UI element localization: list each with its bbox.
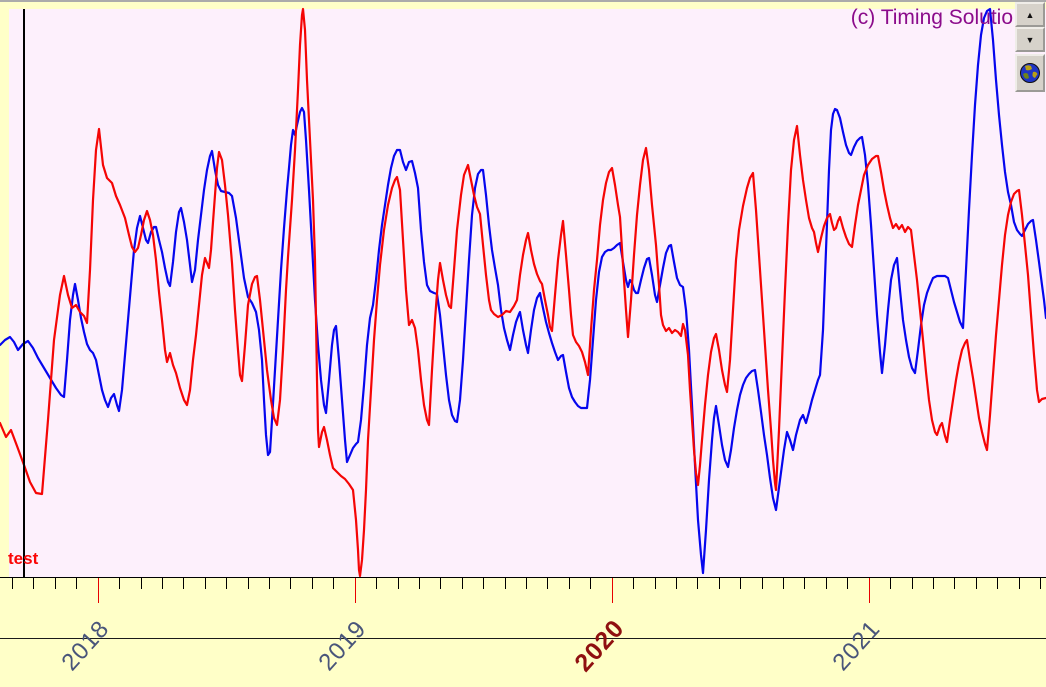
month-tick	[290, 578, 291, 589]
copyright-watermark: (c) Timing Solutio	[850, 6, 1013, 29]
month-tick	[1019, 578, 1020, 589]
y-axis-line	[23, 9, 25, 577]
month-tick	[376, 578, 377, 589]
month-tick	[419, 578, 420, 589]
month-tick	[976, 578, 977, 589]
month-tick	[954, 578, 955, 589]
month-tick	[826, 578, 827, 589]
month-tick	[719, 578, 720, 589]
month-tick	[697, 578, 698, 589]
scroll-down-button[interactable]: ▼	[1015, 27, 1045, 52]
month-tick	[483, 578, 484, 589]
scroll-up-button[interactable]: ▲	[1015, 2, 1045, 27]
month-tick	[312, 578, 313, 589]
year-tick	[869, 578, 870, 603]
window-top-edge	[0, 0, 1046, 2]
month-tick	[740, 578, 741, 589]
month-tick	[526, 578, 527, 589]
month-tick	[33, 578, 34, 589]
month-tick	[12, 578, 13, 589]
up-arrow-icon: ▲	[1025, 9, 1035, 20]
month-tick	[890, 578, 891, 589]
month-tick	[76, 578, 77, 589]
axis-horizontal-line	[0, 638, 1046, 639]
month-tick	[804, 578, 805, 589]
year-tick	[98, 578, 99, 603]
year-tick	[612, 578, 613, 603]
month-tick	[676, 578, 677, 589]
series-label-test: test	[8, 549, 39, 568]
month-tick	[997, 578, 998, 589]
month-tick	[333, 578, 334, 589]
month-tick	[226, 578, 227, 589]
month-tick	[398, 578, 399, 589]
month-tick	[462, 578, 463, 589]
month-tick	[655, 578, 656, 589]
left-margin-strip	[0, 9, 9, 577]
chart-scroll-controls: ▲ ▼	[1015, 2, 1045, 92]
plot-area	[9, 9, 1046, 577]
month-tick	[248, 578, 249, 589]
month-tick	[847, 578, 848, 589]
month-tick	[205, 578, 206, 589]
month-tick	[783, 578, 784, 589]
month-tick	[547, 578, 548, 589]
month-tick	[162, 578, 163, 589]
month-tick	[762, 578, 763, 589]
month-tick	[119, 578, 120, 589]
month-tick	[633, 578, 634, 589]
year-tick	[355, 578, 356, 603]
globe-icon	[1020, 63, 1040, 83]
month-tick	[183, 578, 184, 589]
month-tick	[1040, 578, 1041, 589]
month-tick	[440, 578, 441, 589]
month-tick	[269, 578, 270, 589]
month-tick	[590, 578, 591, 589]
time-axis-band	[0, 577, 1046, 687]
month-tick	[569, 578, 570, 589]
month-tick	[141, 578, 142, 589]
month-tick	[912, 578, 913, 589]
top-margin-strip	[0, 2, 1046, 9]
down-arrow-icon: ▼	[1025, 34, 1035, 45]
month-tick	[933, 578, 934, 589]
month-tick	[55, 578, 56, 589]
month-tick	[505, 578, 506, 589]
globe-button[interactable]	[1015, 54, 1045, 92]
